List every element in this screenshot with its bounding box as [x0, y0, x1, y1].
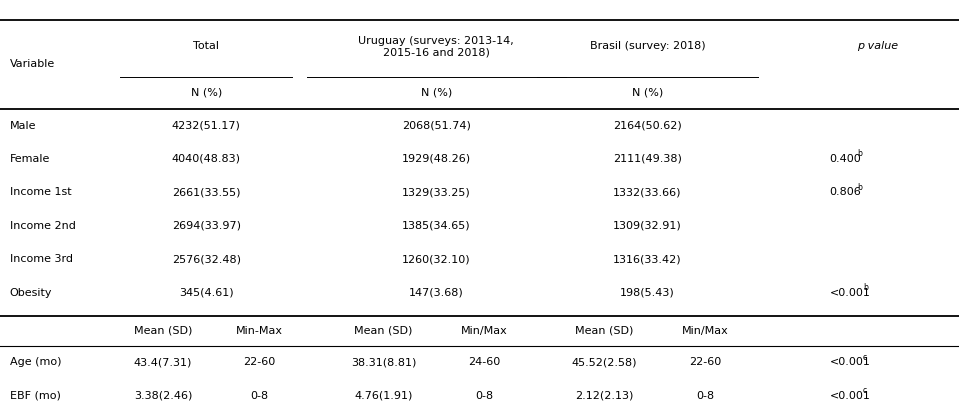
Text: <0.001: <0.001 [830, 357, 871, 368]
Text: b: b [857, 149, 862, 158]
Text: <0.001: <0.001 [830, 288, 871, 298]
Text: Male: Male [10, 120, 36, 131]
Text: Female: Female [10, 154, 50, 164]
Text: 198(5.43): 198(5.43) [620, 288, 675, 298]
Text: 147(3.68): 147(3.68) [409, 288, 464, 298]
Text: Variable: Variable [10, 60, 55, 69]
Text: Obesity: Obesity [10, 288, 52, 298]
Text: 4232(51.17): 4232(51.17) [172, 120, 241, 131]
Text: Income 1st: Income 1st [10, 187, 71, 197]
Text: Income 3rd: Income 3rd [10, 254, 73, 264]
Text: EBF (mo): EBF (mo) [10, 391, 60, 401]
Text: c: c [863, 353, 867, 362]
Text: 2661(33.55): 2661(33.55) [172, 187, 241, 197]
Text: 3.38(2.46): 3.38(2.46) [134, 391, 192, 401]
Text: Mean (SD): Mean (SD) [355, 326, 412, 336]
Text: Uruguay (surveys: 2013-14,
2015-16 and 2018): Uruguay (surveys: 2013-14, 2015-16 and 2… [359, 35, 514, 57]
Text: 22-60: 22-60 [243, 357, 275, 368]
Text: Age (mo): Age (mo) [10, 357, 61, 368]
Text: 43.4(7.31): 43.4(7.31) [134, 357, 192, 368]
Text: Brasil (survey: 2018): Brasil (survey: 2018) [590, 42, 705, 51]
Text: <0.001: <0.001 [830, 391, 871, 401]
Text: 2576(32.48): 2576(32.48) [172, 254, 241, 264]
Text: 2068(51.74): 2068(51.74) [402, 120, 471, 131]
Text: 2.12(2.13): 2.12(2.13) [575, 391, 633, 401]
Text: Mean (SD): Mean (SD) [134, 326, 192, 336]
Text: Total: Total [193, 42, 220, 51]
Text: 45.52(2.58): 45.52(2.58) [572, 357, 637, 368]
Text: 1316(33.42): 1316(33.42) [613, 254, 682, 264]
Text: p value: p value [857, 42, 898, 51]
Text: b: b [857, 183, 862, 192]
Text: 345(4.61): 345(4.61) [179, 288, 233, 298]
Text: 4.76(1.91): 4.76(1.91) [355, 391, 412, 401]
Text: 0-8: 0-8 [696, 391, 713, 401]
Text: 2164(50.62): 2164(50.62) [613, 120, 682, 131]
Text: 1329(33.25): 1329(33.25) [402, 187, 471, 197]
Text: 2111(49.38): 2111(49.38) [613, 154, 682, 164]
Text: 0.400: 0.400 [830, 154, 861, 164]
Text: 1260(32.10): 1260(32.10) [402, 254, 471, 264]
Text: 2694(33.97): 2694(33.97) [172, 221, 241, 231]
Text: 4040(48.83): 4040(48.83) [172, 154, 241, 164]
Text: 1929(48.26): 1929(48.26) [402, 154, 471, 164]
Text: Min/Max: Min/Max [461, 326, 507, 336]
Text: N (%): N (%) [632, 88, 663, 98]
Text: 24-60: 24-60 [468, 357, 501, 368]
Text: 0.806: 0.806 [830, 187, 861, 197]
Text: b: b [863, 283, 868, 292]
Text: 1385(34.65): 1385(34.65) [402, 221, 471, 231]
Text: 22-60: 22-60 [689, 357, 721, 368]
Text: 1332(33.66): 1332(33.66) [613, 187, 682, 197]
Text: 1309(32.91): 1309(32.91) [613, 221, 682, 231]
Text: 38.31(8.81): 38.31(8.81) [351, 357, 416, 368]
Text: 0-8: 0-8 [250, 391, 268, 401]
Text: 0-8: 0-8 [476, 391, 493, 401]
Text: Mean (SD): Mean (SD) [575, 326, 633, 336]
Text: N (%): N (%) [421, 88, 452, 98]
Text: N (%): N (%) [191, 88, 222, 98]
Text: c: c [863, 386, 867, 395]
Text: Min/Max: Min/Max [682, 326, 728, 336]
Text: Income 2nd: Income 2nd [10, 221, 76, 231]
Text: Min-Max: Min-Max [235, 326, 283, 336]
